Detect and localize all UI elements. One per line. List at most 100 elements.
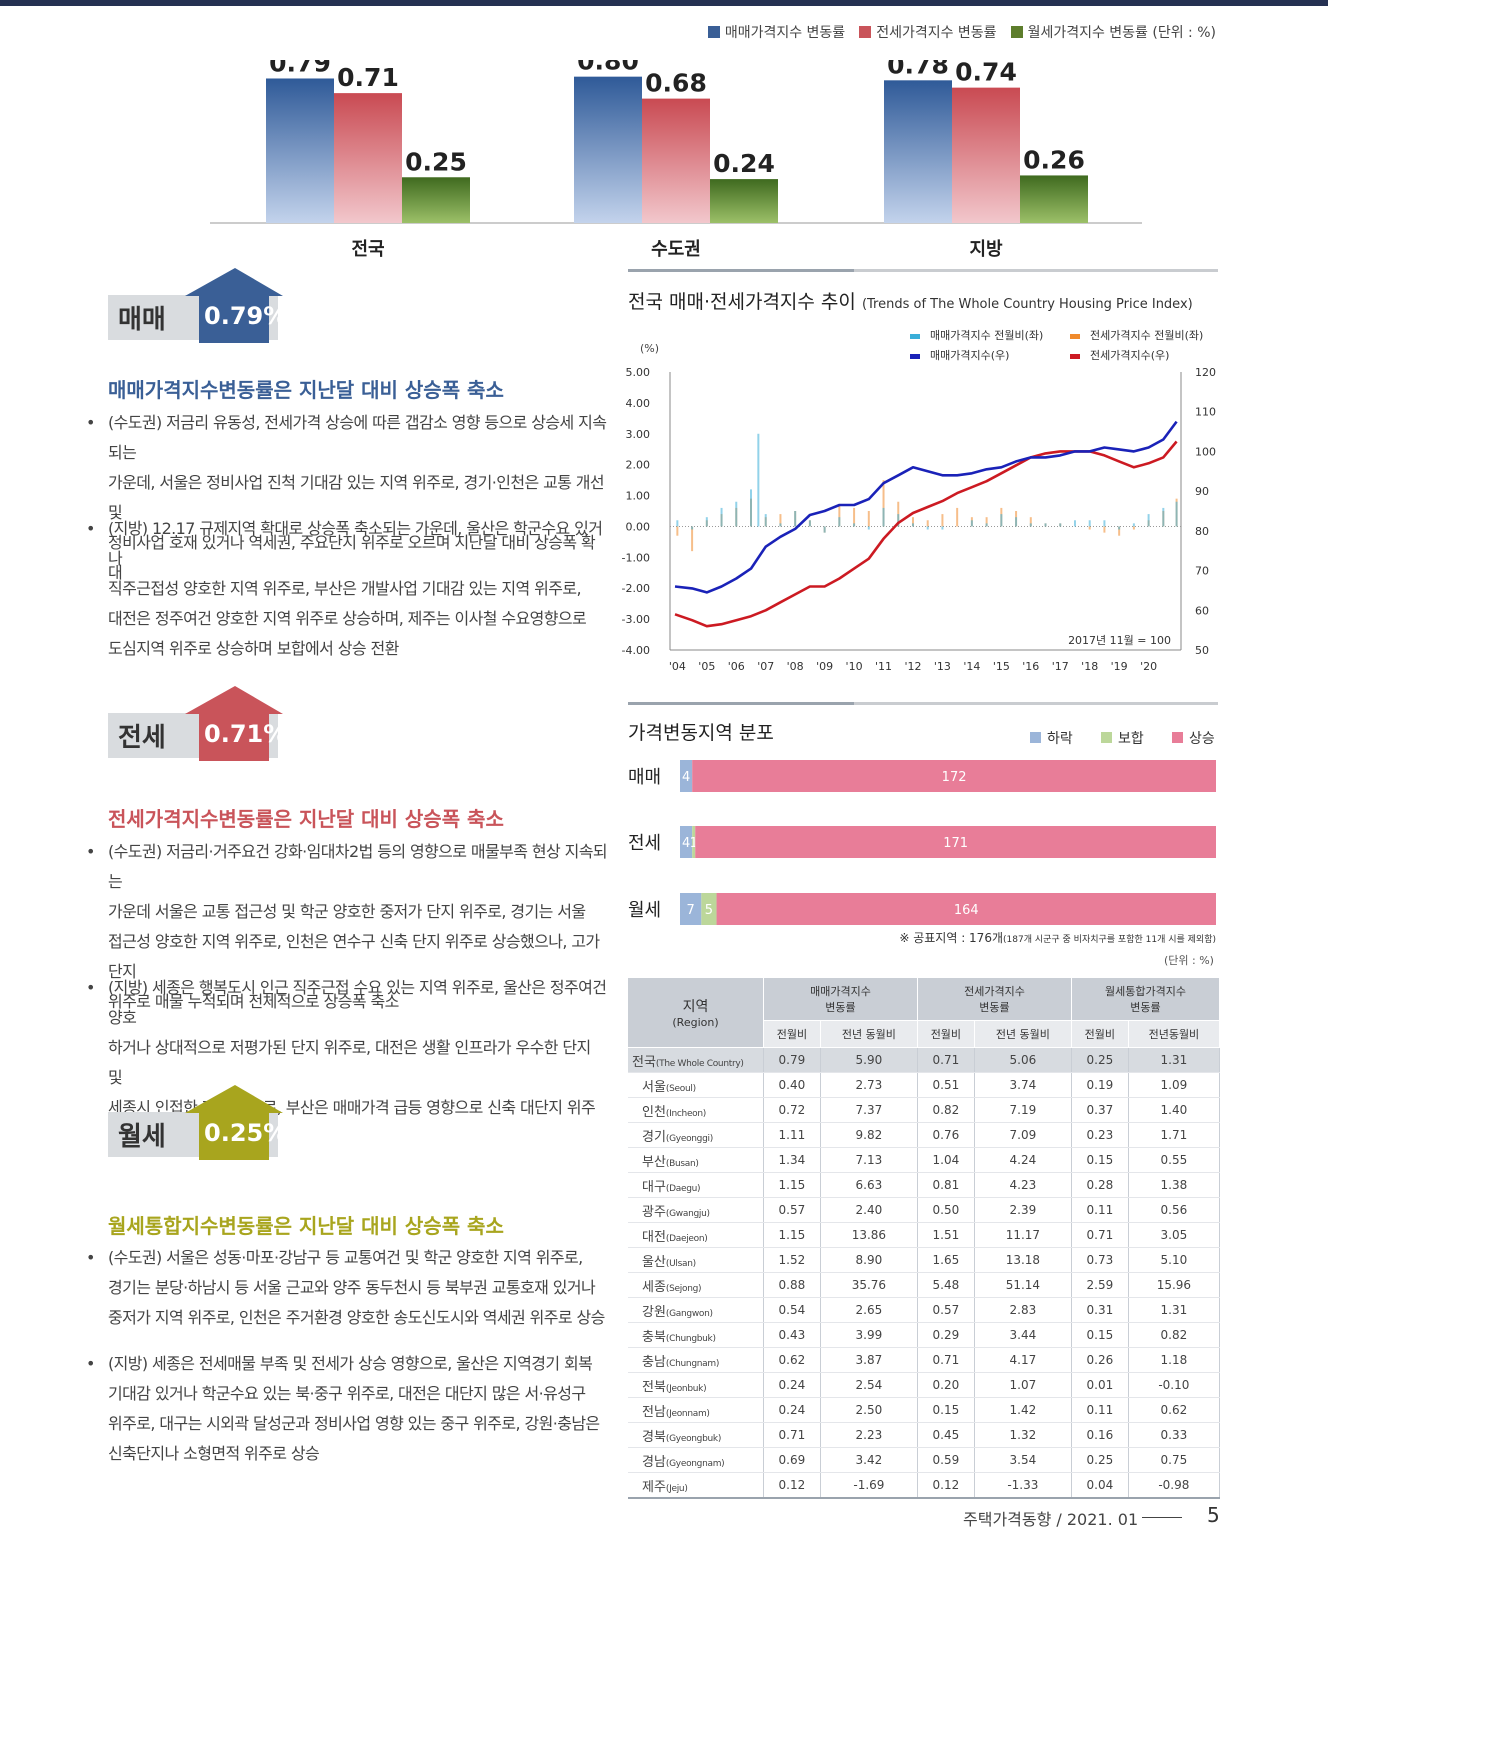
x-tick-label: '08 [787, 660, 804, 673]
value-cell: 2.50 [820, 1397, 918, 1423]
jeonse-index-line [674, 440, 1178, 628]
dist-value-label: 5 [705, 903, 713, 918]
region-name-en: (Seoul) [665, 1083, 696, 1094]
value-cell: 3.99 [820, 1322, 918, 1348]
value-cell: 1.31 [1128, 1297, 1221, 1323]
value-cell: 0.19 [1071, 1072, 1129, 1098]
dist-value-label: 164 [954, 903, 979, 918]
line-legend-label: 전세가격지수 전월비(좌) [1090, 329, 1203, 342]
x-tick-label: '14 [963, 660, 980, 673]
arrow-shape [185, 268, 283, 343]
value-cell: 3.05 [1128, 1222, 1221, 1248]
value-cell: 1.15 [763, 1172, 821, 1198]
divider-line [628, 269, 1218, 272]
line-legend-swatch [910, 334, 920, 339]
dist-legend-label: 보합 [1118, 731, 1144, 747]
bar-0-0 [266, 78, 334, 223]
bullet-dot: • [86, 413, 95, 432]
paragraph-line: 위주로, 대구는 시외곽 달성군과 정비사업 영향 있는 중구 위주로, 강원·… [108, 1414, 600, 1433]
value-cell: 1.09 [1128, 1072, 1221, 1098]
x-tick-label: '10 [846, 660, 863, 673]
left-tick-label: 0.00 [626, 520, 651, 533]
group-header: 월세통합가격지수 변동률 [1071, 978, 1221, 1021]
value-cell: 0.57 [763, 1197, 821, 1223]
value-cell: 1.71 [1128, 1122, 1221, 1148]
region-name: 경남 [642, 1454, 666, 1470]
arrow-shape [185, 1085, 283, 1160]
dist-value-label: 7 [687, 903, 695, 918]
bar-1-2 [710, 179, 778, 223]
dist-segment [701, 893, 717, 925]
arrow-shape [185, 686, 283, 761]
value-cell: 2.65 [820, 1297, 918, 1323]
paragraph-line: (수도권) 서울은 성동·마포·강남구 등 교통여건 및 학군 양호한 지역 위… [108, 1248, 583, 1267]
table-row: 인천(Incheon) 0.72 7.37 0.82 7.19 0.37 1.40 [628, 1097, 1221, 1123]
region-name: 전남 [642, 1404, 666, 1420]
value-cell: 3.54 [974, 1447, 1072, 1473]
region-name: 충남 [642, 1354, 666, 1370]
region-cell: 전국(The Whole Country) [628, 1047, 764, 1073]
value-cell: 0.37 [1071, 1097, 1129, 1123]
value-cell: 0.24 [763, 1372, 821, 1398]
dist-legend-swatch [1172, 732, 1183, 743]
bar-category-label: 수도권 [651, 239, 701, 260]
value-cell: 0.24 [763, 1397, 821, 1423]
subheader: 전월비 [763, 1020, 821, 1048]
value-cell: 8.90 [820, 1247, 918, 1273]
value-cell: 0.72 [763, 1097, 821, 1123]
table-row: 광주(Gwangju) 0.57 2.40 0.50 2.39 0.11 0.56 [628, 1197, 1221, 1223]
value-cell: 0.62 [763, 1347, 821, 1373]
left-tick-label: -1.00 [622, 551, 650, 564]
value-cell: 15.96 [1128, 1272, 1221, 1298]
paragraph-line: 하거나 상대적으로 저평가된 단지 위주로, 대전은 생활 인프라가 우수한 단… [108, 1038, 591, 1087]
region-name-en: (Incheon) [665, 1108, 707, 1119]
bar-value-label: 0.71 [337, 63, 399, 92]
region-cell: 제주(Jeju) [628, 1472, 764, 1499]
table-row: 대구(Daegu) 1.15 6.63 0.81 4.23 0.28 1.38 [628, 1172, 1221, 1198]
tag-label: 전세 [118, 723, 166, 753]
paragraph-line: 정비사업 호재 있거나 역세권, 주요단지 위주로 오르며 지난달 대비 상승폭… [108, 533, 596, 582]
tag-label: 매매 [118, 305, 166, 335]
region-header-label: 지역 [682, 999, 709, 1015]
value-cell: 1.51 [917, 1222, 975, 1248]
dist-value-label: 4 [682, 836, 690, 851]
value-cell: 0.57 [917, 1297, 975, 1323]
value-cell: 1.31 [1128, 1047, 1221, 1073]
table-row: 경기(Gyeonggi) 1.11 9.82 0.76 7.09 0.23 1.71 [628, 1122, 1221, 1148]
right-tick-label: 100 [1195, 445, 1216, 458]
right-tick-label: 110 [1195, 406, 1216, 419]
value-cell: 0.54 [763, 1297, 821, 1323]
table-subheader-row: 전월비 전년 동월비 전월비 전년 동월비 전월비 전년동월비 [628, 1020, 1221, 1048]
value-cell: 2.39 [974, 1197, 1072, 1223]
value-cell: 13.86 [820, 1222, 918, 1248]
x-tick-label: '13 [934, 660, 951, 673]
value-cell: 0.33 [1128, 1422, 1221, 1448]
right-tick-label: 50 [1195, 644, 1209, 657]
value-cell: 3.87 [820, 1347, 918, 1373]
bar-value-label: 0.24 [713, 149, 775, 178]
region-name-en: (Gyeonggi) [665, 1133, 713, 1144]
value-cell: 4.24 [974, 1147, 1072, 1173]
group-header: 전세가격지수 변동률 [917, 978, 1072, 1021]
region-name-en: (Daejeon) [665, 1233, 708, 1244]
region-name: 경기 [642, 1129, 666, 1145]
line-chart-title-text: 전국 매매·전세가격지수 추이 [628, 291, 856, 313]
bar-value-label: 0.26 [1023, 145, 1085, 174]
paragraph-line: 경기는 분당·하남시 등 서울 근교와 양주 동두천시 등 북부권 교통호재 있… [108, 1278, 596, 1297]
value-cell: 0.51 [917, 1072, 975, 1098]
value-cell: 0.73 [1071, 1247, 1129, 1273]
bar-0-1 [334, 93, 402, 223]
x-tick-label: '20 [1140, 660, 1157, 673]
value-cell: 2.23 [820, 1422, 918, 1448]
paragraph-line: 가운데 서울은 교통 접근성 및 학군 양호한 중저가 단지 위주로, 경기는 … [108, 902, 586, 921]
region-name: 제주 [642, 1479, 666, 1495]
left-tick-label: -2.00 [622, 582, 650, 595]
value-cell: 7.19 [974, 1097, 1072, 1123]
region-name: 대구 [642, 1179, 666, 1195]
value-cell: -0.98 [1128, 1472, 1221, 1499]
price-index-line-chart: (%) 5.00 4.00 3.00 2.00 1.00 0.00 -1.00 -2.00 -3.… [622, 329, 1216, 673]
table-row: 경남(Gyeongnam) 0.69 3.42 0.59 3.54 0.25 0.75 [628, 1447, 1221, 1473]
line-chart-title: 전국 매매·전세가격지수 추이 (Trends of The Whole Cou… [628, 287, 1193, 314]
value-cell: -1.33 [974, 1472, 1072, 1499]
paragraph-line: 대전은 정주여건 양호한 지역 위주로 상승하며, 제주는 이사철 수요영향으로 [108, 609, 587, 628]
